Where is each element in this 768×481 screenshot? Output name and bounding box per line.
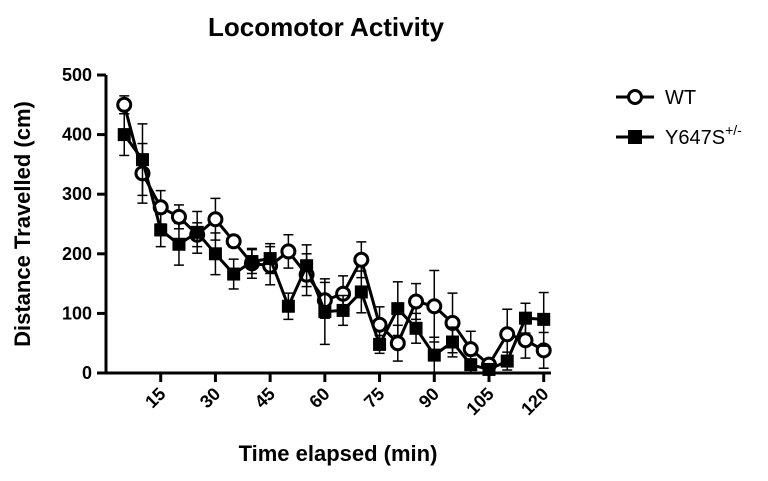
data-point [117,128,131,142]
y-tick-label: 200 [62,244,92,264]
data-point [389,335,406,352]
series-line [123,133,544,371]
data-point [354,285,368,299]
data-point [500,354,514,368]
data-point [517,332,534,349]
legend: WT Y647S+/- [616,87,742,149]
data-point [245,255,259,269]
legend-item-wt: WT [616,87,696,109]
data-point [353,251,370,268]
x-tick-label: 15 [141,384,169,412]
data-point [190,225,204,239]
series-wt [116,95,552,373]
y-tick-label: 500 [62,65,92,85]
y-ticks: 0 100 200 300 400 500 [62,65,106,383]
y-tick-label: 300 [62,184,92,204]
data-point [227,267,241,281]
y-axis-label: Distance Travelled (cm) [10,101,35,347]
x-ticks: 15 30 45 60 75 90 105 120 [141,373,553,419]
data-point [225,233,242,250]
y-tick-label: 400 [62,125,92,145]
data-point [172,237,186,251]
data-point [116,96,133,113]
y-tick-label: 0 [82,363,92,383]
legend-marker-y647s [628,130,642,144]
x-tick-label: 45 [251,384,279,412]
data-point [207,211,224,228]
x-tick-label: 30 [196,384,224,412]
data-point [135,153,149,167]
data-point [208,247,222,261]
data-point [537,312,551,326]
data-point [482,362,496,376]
data-point [281,299,295,313]
series-line [122,104,545,367]
data-point [318,305,332,319]
chart-title: Locomotor Activity [208,12,444,42]
data-point [426,298,443,315]
legend-item-y647s: Y647S+/- [616,122,742,149]
data-point [518,311,532,325]
data-point [263,252,277,266]
y-tick-label: 100 [62,303,92,323]
data-point [408,293,425,310]
x-tick-label: 105 [462,384,497,419]
legend-label-y647s: Y647S+/- [665,122,742,149]
series-layer [116,95,552,376]
x-axis-label: Time elapsed (min) [239,441,438,466]
x-tick-label: 90 [415,384,443,412]
data-point [464,358,478,372]
data-point [499,326,516,343]
x-tick-label: 75 [360,384,388,412]
data-point [170,208,187,225]
data-point [462,341,479,358]
legend-label-wt: WT [665,87,696,109]
data-point [154,223,168,237]
data-point [336,303,350,317]
series-y647s [117,112,551,376]
axes [104,75,551,375]
data-point [427,348,441,362]
data-point [446,335,460,349]
data-point [391,302,405,316]
data-point [409,321,423,335]
x-tick-label: 120 [517,384,552,419]
data-point [280,243,297,260]
legend-marker-wt [627,89,643,105]
data-point [373,337,387,351]
x-tick-label: 60 [305,384,333,412]
legend-label-y647s-superscript: +/- [725,122,742,138]
data-point [300,259,314,273]
